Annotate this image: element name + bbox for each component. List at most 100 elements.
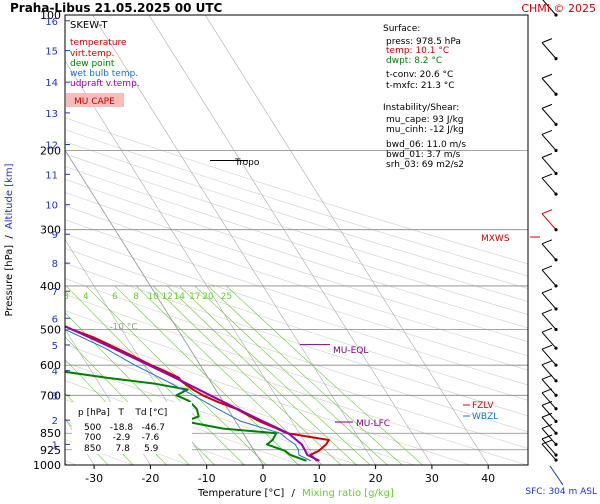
temp-tick-label: 30 (425, 472, 439, 485)
wind-barb (541, 443, 557, 461)
wind-barb (541, 213, 557, 231)
inst-mu-cinh: mu_cinh: -12 J/kg (386, 125, 464, 135)
axis-ticks: 1002003004005006007008509251000123456789… (33, 9, 495, 485)
surface-tmxfc: t-mxfc: 21.3 °C (386, 81, 455, 91)
wind-barb-flag (541, 73, 553, 79)
wind-barb (541, 405, 557, 422)
x-axis-label: Temperature [°C] / Mixing ratio [g/kg] (197, 488, 394, 499)
legend-updraft: udpraft v.temp. (70, 79, 140, 89)
wind-barb (541, 438, 557, 456)
legend-wet-bulb: wet bulb temp. (70, 69, 138, 79)
tropo-label: Tropo (234, 158, 260, 168)
credit: CHMI © 2025 (521, 2, 596, 15)
wind-barbs (530, 0, 564, 486)
wind-barb-dot (554, 122, 558, 126)
wind-barb-dot (554, 431, 558, 435)
inst-bwd06: bwd_06: 11.0 m/s (386, 140, 466, 150)
labels: Praha-Libus 21.05.2025 00 UTC CHMI © 202… (4, 1, 597, 499)
isotherm (92, 15, 376, 465)
table-header: p [hPa] T Td [°C] (78, 408, 167, 418)
wind-barb (541, 392, 557, 410)
wind-barb-flag (541, 129, 553, 135)
mu-cape-swatch (66, 93, 124, 107)
wind-barb-flag (541, 374, 553, 380)
pressure-tick-label: 1000 (33, 459, 61, 472)
series-dew-pointline (65, 370, 307, 462)
wind-barb-flag (541, 388, 553, 394)
dry-adiabat (65, 178, 528, 329)
altitude-tick-label: 12 (45, 141, 58, 152)
pressure-tick-label: 500 (40, 324, 61, 337)
pressure-tick-label: 100 (40, 9, 61, 22)
altitude-tick-label: 9 (52, 230, 58, 241)
altitude-tick-label: 16 (45, 17, 58, 28)
altitude-tick-label: 8 (52, 259, 58, 270)
wind-barb-flag (541, 239, 553, 245)
altitude-tick-label: 4 (52, 367, 58, 378)
wind-barb-dot (554, 57, 558, 61)
altitude-tick-label: 6 (52, 314, 58, 325)
wind-barb-flag (541, 344, 553, 350)
isotherm (204, 15, 489, 465)
wind-barb-dot (554, 407, 558, 411)
wind-barb (541, 292, 557, 310)
fzlv-label: FZLV (472, 401, 494, 411)
mxws-label: MXWS (481, 234, 510, 244)
temp-tick-label: -10 (198, 472, 216, 485)
wind-barb-flag (541, 173, 553, 179)
wind-barb-dot (554, 453, 558, 457)
wind-barb (541, 108, 557, 125)
wind-barb-dot (554, 258, 558, 262)
wind-barb-dot (554, 307, 558, 311)
altitude-tick-label: 2 (52, 416, 58, 427)
surface-info: Surface: press: 978.5 hPa temp: 10.1 °C … (383, 24, 466, 170)
wind-barb-dot (554, 13, 558, 17)
wind-barb-flag (541, 209, 553, 215)
mixing-ratio-label: 14 (174, 292, 186, 302)
wind-barb-dot (554, 171, 558, 176)
dry-adiabat (65, 141, 528, 289)
altitude-tick-label: 10 (45, 201, 58, 212)
plot-frame (64, 14, 529, 466)
temp-tick-label: -30 (85, 472, 103, 485)
x-axis-mixing-label: Mixing ratio [g/kg] (302, 488, 394, 499)
dry-adiabat (65, 166, 528, 315)
wind-barb-dot (554, 148, 558, 153)
wind-barb-dot (554, 458, 558, 462)
wind-barb (541, 134, 557, 151)
wind-barb (541, 331, 557, 349)
profile-curves (65, 159, 353, 462)
mixing-ratio-label: 10 (147, 292, 159, 302)
wind-barb (541, 364, 557, 382)
dry-adiabat (65, 262, 528, 417)
mu-lfc-label: MU-LFC (356, 419, 390, 429)
wind-barb-flag (541, 423, 553, 429)
wind-barb (541, 243, 557, 261)
dry-adiabat (65, 192, 528, 343)
series-udpraft-v-temp-line (65, 325, 320, 462)
sounding-table: p [hPa] T Td [°C] 500 -18.8 -46.7 700 -2… (72, 402, 192, 454)
wind-barb-flag (541, 400, 553, 406)
wind-barb (541, 269, 557, 287)
dry-adiabat (65, 247, 528, 401)
temp-tick-label: 10 (312, 472, 326, 485)
wind-barb-dot (554, 379, 558, 383)
mixing-ratio-label: 17 (189, 292, 200, 302)
series-wet-bulb-temp-line (65, 328, 312, 462)
mixing-ratio-label: 25 (221, 292, 232, 302)
y-axis-label: Pressure [hPa] / Altitude [km] (4, 163, 15, 316)
isotherm (65, 60, 320, 465)
series-temperatureline (65, 325, 330, 462)
y-axis-pressure-label: Pressure [hPa] (4, 245, 15, 317)
dry-adiabat (65, 117, 528, 265)
wind-barb-dot (554, 228, 558, 232)
surface-temp: temp: 10.1 °C (386, 46, 449, 56)
surface-title: Surface: (383, 24, 420, 34)
wind-barb (541, 77, 557, 95)
wind-barb-dot (554, 363, 558, 367)
surface-press: press: 978.5 hPa (386, 37, 461, 47)
dry-adiabat (65, 233, 528, 386)
wind-barb-dot (554, 442, 558, 447)
chart-title: Praha-Libus 21.05.2025 00 UTC (10, 1, 223, 15)
mixing-ratio-label: 4 (83, 292, 89, 302)
